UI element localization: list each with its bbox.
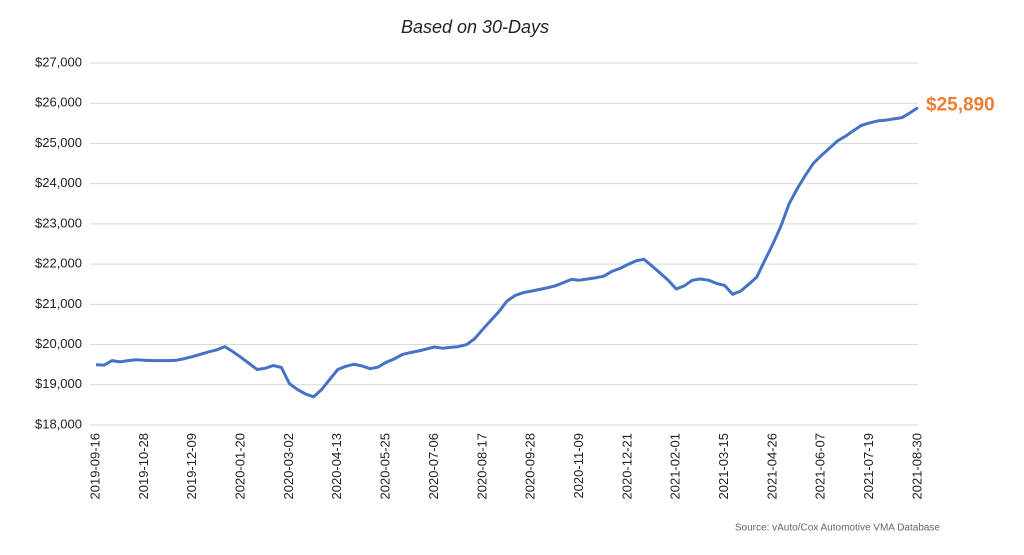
x-tick-label: 2021-08-30 — [909, 433, 924, 500]
y-tick-label: $26,000 — [35, 95, 82, 110]
x-tick-label: 2020-09-28 — [523, 433, 538, 500]
x-tick-label: 2021-07-19 — [861, 433, 876, 500]
y-tick-label: $25,000 — [35, 135, 82, 150]
y-tick-label: $27,000 — [35, 54, 82, 69]
x-tick-label: 2020-04-13 — [329, 433, 344, 500]
x-tick-label: 2020-08-17 — [474, 433, 489, 500]
y-tick-label: $19,000 — [35, 376, 82, 391]
x-tick-label: 2019-12-09 — [184, 433, 199, 500]
y-tick-label: $21,000 — [35, 296, 82, 311]
y-tick-label: $23,000 — [35, 215, 82, 230]
x-tick-label: 2020-05-25 — [378, 433, 393, 500]
data-label: $25,890 — [926, 95, 995, 116]
chart-title: Based on 30-Days — [401, 17, 549, 37]
x-tick-label: 2021-02-01 — [668, 433, 683, 500]
x-tick-label: 2021-03-15 — [716, 433, 731, 500]
x-tick-label: 2019-10-28 — [136, 433, 151, 500]
x-tick-label: 2020-11-09 — [571, 433, 586, 499]
x-tick-label: 2020-01-20 — [232, 433, 247, 500]
x-tick-label: 2020-07-06 — [426, 433, 441, 500]
x-tick-label: 2021-04-26 — [764, 433, 779, 500]
y-tick-label: $22,000 — [35, 256, 82, 271]
x-tick-label: 2019-09-16 — [87, 433, 102, 500]
x-tick-label: 2020-12-21 — [619, 433, 634, 500]
x-tick-label: 2020-03-02 — [281, 433, 296, 500]
y-tick-label: $18,000 — [35, 416, 82, 431]
y-tick-label: $24,000 — [35, 175, 82, 190]
y-tick-label: $20,000 — [35, 336, 82, 351]
data-line — [95, 106, 919, 399]
x-tick-label: 2021-06-07 — [813, 433, 828, 500]
source-note: Source: vAuto/Cox Automotive VMA Databas… — [735, 523, 941, 534]
